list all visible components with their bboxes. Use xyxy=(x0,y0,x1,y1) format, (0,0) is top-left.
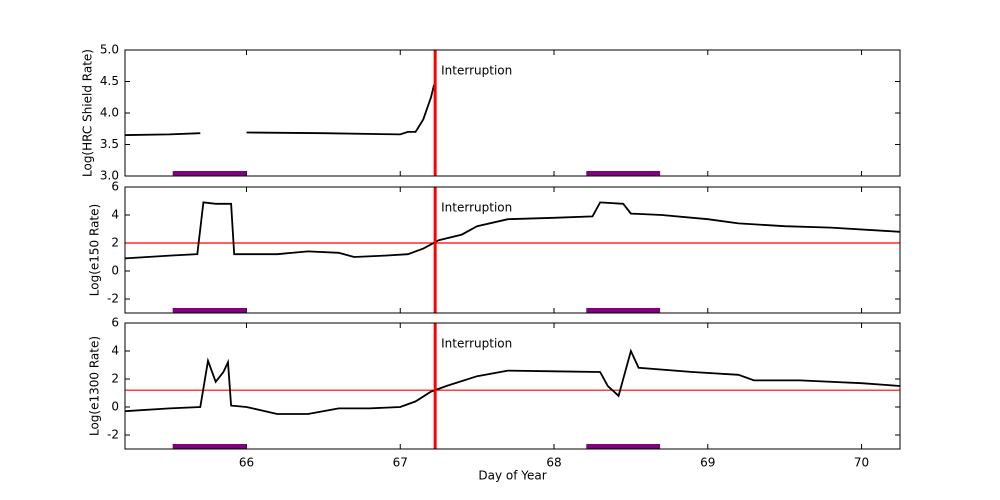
data-line xyxy=(124,348,901,415)
y-tick-label: -2 xyxy=(107,428,119,442)
annotation: Interruption xyxy=(441,337,512,351)
y-tick-label: 4 xyxy=(111,208,119,222)
y-tick-label: 4 xyxy=(111,344,119,358)
y-tick-label: 4.0 xyxy=(100,106,119,120)
y-tick-label: 0 xyxy=(111,400,119,414)
y-tick-label: 3.0 xyxy=(100,169,119,183)
data-line xyxy=(124,201,901,260)
panel-frame xyxy=(124,322,901,450)
x-tick-label: 69 xyxy=(700,456,715,470)
interval-bar xyxy=(586,444,661,449)
y-axis-label: Log(e150 Rate) xyxy=(88,204,102,296)
y-tick-label: 4.5 xyxy=(100,74,119,88)
annotation: Interruption xyxy=(441,64,512,78)
x-tick-label: 66 xyxy=(239,456,254,470)
interval-bar xyxy=(586,308,661,313)
interval-bar xyxy=(172,171,247,176)
interval-bar xyxy=(172,444,247,449)
y-tick-label: 2 xyxy=(111,236,119,250)
y-tick-label: 6 xyxy=(111,180,119,194)
y-axis-label: Log(e1300 Rate) xyxy=(88,336,102,436)
interval-bar xyxy=(586,171,661,176)
panel-frame xyxy=(124,49,901,177)
y-axis-label: Log(HRC Shield Rate) xyxy=(81,49,95,177)
x-tick-label: 70 xyxy=(854,456,869,470)
annotation: Interruption xyxy=(441,201,512,215)
y-tick-label: 3.5 xyxy=(100,137,119,151)
x-tick-label: 68 xyxy=(546,456,561,470)
y-tick-label: 5.0 xyxy=(100,43,119,57)
x-axis-label: Day of Year xyxy=(478,469,546,483)
x-tick-label: 67 xyxy=(393,456,408,470)
interval-bar xyxy=(172,308,247,313)
y-tick-label: 2 xyxy=(111,372,119,386)
y-tick-label: 6 xyxy=(111,316,119,330)
y-tick-label: 0 xyxy=(111,264,119,278)
y-tick-label: -2 xyxy=(107,292,119,306)
data-line xyxy=(124,84,435,136)
panel-frame xyxy=(124,186,901,314)
